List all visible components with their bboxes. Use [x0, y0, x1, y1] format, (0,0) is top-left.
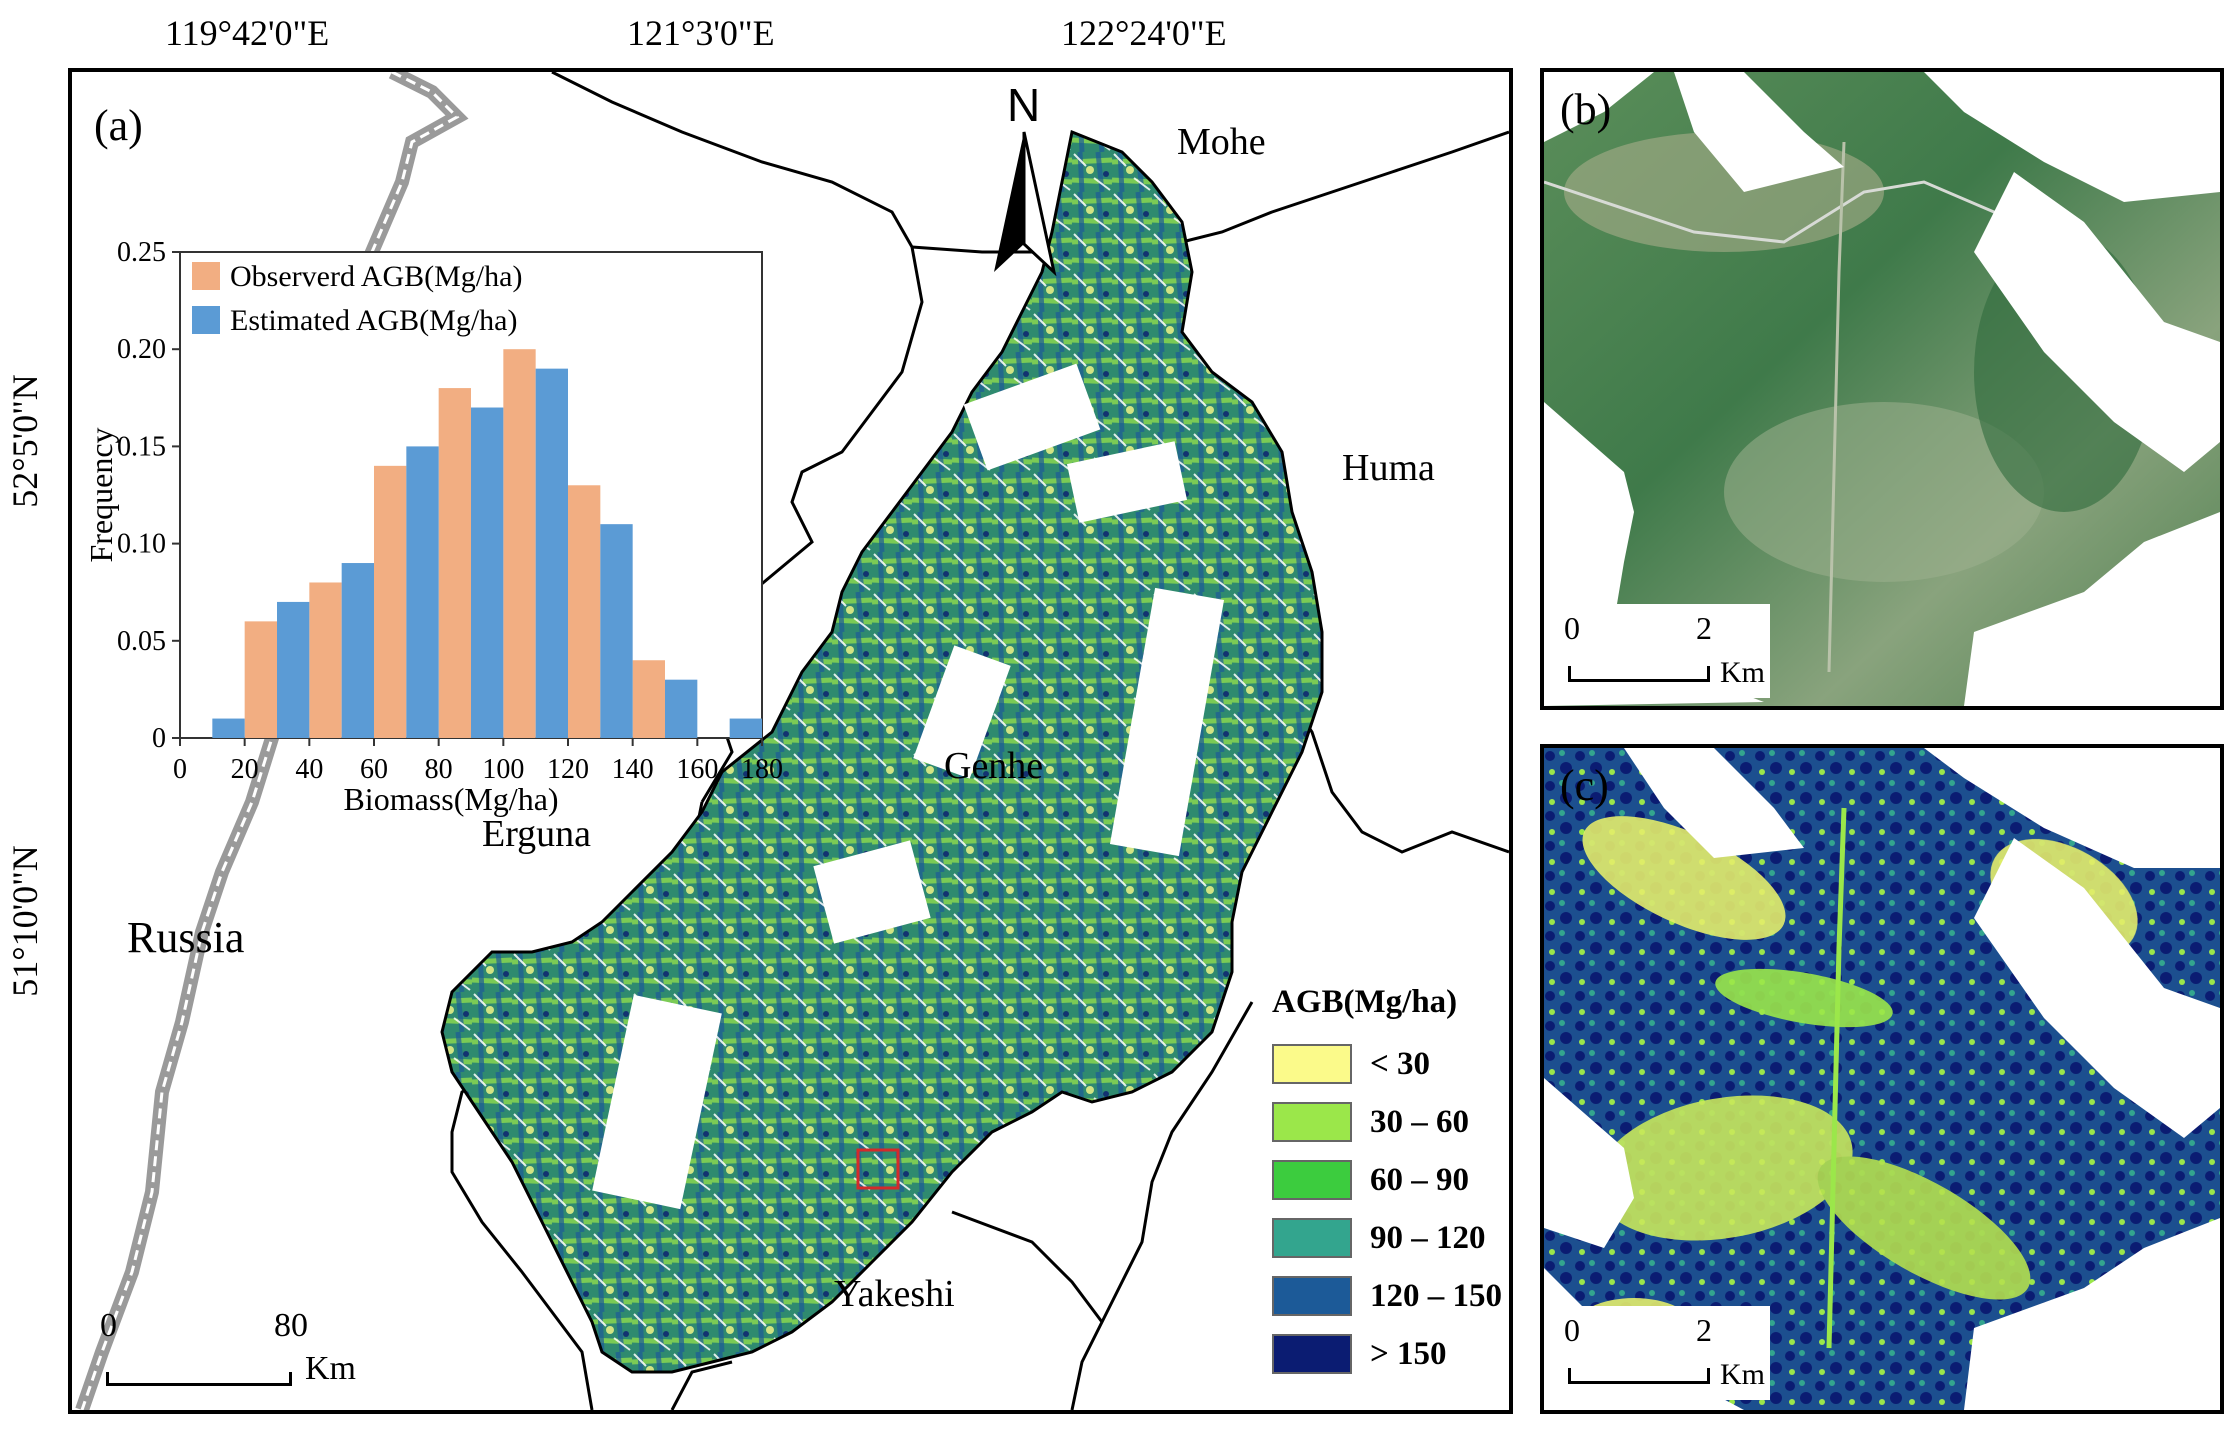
agb-legend-title: AGB(Mg/ha) — [1272, 984, 1458, 1020]
agb-legend-label: < 30 — [1370, 1045, 1431, 1082]
agb-legend-swatch — [1272, 1102, 1352, 1142]
histogram-bar — [244, 621, 277, 738]
agb-legend-item: > 150 — [1272, 1334, 1447, 1374]
map-a-frame: (a) N Mohe Huma Genhe Erguna Russia Yake… — [68, 68, 1513, 1414]
legend-label: Estimated AGB(Mg/ha) — [230, 304, 517, 337]
y-tick-label: 0.10 — [117, 529, 166, 560]
map-a-svg — [75, 72, 1509, 1410]
scale-c-zero: 0 — [1564, 1312, 1580, 1348]
histogram-bar — [503, 349, 536, 738]
lon-tick-3: 122°24'0"E — [1061, 13, 1227, 53]
agb-legend-swatch — [1272, 1044, 1352, 1084]
histogram-bar — [212, 718, 245, 738]
panel-c-frame: (c) 0 2 Km — [1540, 744, 2224, 1414]
scale-a-max: 80 — [274, 1307, 308, 1344]
y-axis-label: Frequency — [83, 427, 119, 562]
histogram-bars — [212, 349, 762, 738]
y-tick-label: 0.15 — [117, 431, 166, 462]
agb-legend-swatch — [1272, 1276, 1352, 1316]
x-tick-label: 0 — [173, 754, 187, 785]
agb-legend-item: 60 – 90 — [1272, 1160, 1469, 1200]
panel-a-label: (a) — [94, 101, 143, 150]
place-erguna: Erguna — [482, 813, 592, 855]
scale-a-bar — [106, 1372, 292, 1386]
histogram-bar — [309, 582, 342, 738]
agb-legend-label: > 150 — [1370, 1335, 1447, 1372]
agb-legend-label: 120 – 150 — [1370, 1277, 1502, 1314]
scale-c-box: 0 2 Km — [1556, 1306, 1770, 1400]
scale-a-zero: 0 — [100, 1307, 117, 1344]
histogram-bar — [568, 485, 601, 738]
lat-tick-1: 52°5'0"N — [5, 374, 45, 508]
place-yakeshi: Yakeshi — [834, 1273, 955, 1315]
north-label: N — [1007, 79, 1041, 131]
agb-legend-item: 30 – 60 — [1272, 1102, 1469, 1142]
north-arrow-icon — [994, 131, 1057, 277]
histogram-bar — [374, 465, 407, 738]
legend-swatch — [192, 306, 220, 334]
scale-b-unit: Km — [1720, 656, 1765, 689]
scale-b-bar — [1568, 666, 1710, 682]
panel-b-label: (b) — [1560, 85, 1612, 134]
x-tick-label: 160 — [676, 754, 718, 785]
histogram-bar — [729, 718, 762, 738]
scale-c-bar — [1568, 1368, 1710, 1384]
lat-tick-2: 51°10'0"N — [5, 845, 45, 997]
panel-b-image — [1544, 72, 2220, 706]
no-data-stripes — [592, 363, 1225, 1210]
scale-a-unit: Km — [305, 1350, 356, 1387]
agb-legend-swatch — [1272, 1334, 1352, 1374]
y-tick-label: 0.20 — [117, 334, 166, 365]
histogram-bar — [341, 563, 374, 738]
histogram-bar — [406, 446, 439, 738]
scale-c-max: 2 — [1696, 1312, 1712, 1348]
histogram-bar — [600, 524, 633, 738]
agb-legend-item: 120 – 150 — [1272, 1276, 1502, 1316]
x-tick-label: 100 — [482, 754, 524, 785]
study-area-marker — [856, 1148, 900, 1190]
legend-label: Observerd AGB(Mg/ha) — [230, 260, 522, 293]
histogram-chart: 0 20 40 60 80 100 120 140 160 180 0 0.05 0.10 0.15 0.2… — [83, 237, 783, 817]
x-tick-label: 180 — [741, 754, 783, 785]
scale-b-box: 0 2 Km — [1556, 604, 1770, 698]
agb-legend-swatch — [1272, 1218, 1352, 1258]
y-tick-label: 0.25 — [117, 237, 166, 268]
y-tick-label: 0 — [152, 723, 166, 754]
x-tick-label: 80 — [425, 754, 453, 785]
place-huma: Huma — [1342, 447, 1435, 489]
histogram-bar — [535, 368, 568, 738]
place-genhe: Genhe — [944, 745, 1044, 787]
x-tick-label: 40 — [295, 754, 323, 785]
histogram-bar — [471, 407, 504, 738]
place-mohe: Mohe — [1177, 121, 1266, 163]
histogram-bar — [632, 660, 665, 738]
agb-legend-item: 90 – 120 — [1272, 1218, 1486, 1258]
histogram-bar — [665, 679, 698, 738]
agb-legend-label: 30 – 60 — [1370, 1103, 1469, 1140]
agb-legend-swatch — [1272, 1160, 1352, 1200]
y-tick-label: 0.05 — [117, 626, 166, 657]
x-tick-label: 140 — [612, 754, 654, 785]
agb-legend-label: 60 – 90 — [1370, 1161, 1469, 1198]
x-tick-label: 120 — [547, 754, 589, 785]
scale-b-zero: 0 — [1564, 610, 1580, 646]
x-tick-label: 60 — [360, 754, 388, 785]
histogram-bar — [277, 601, 310, 738]
agb-legend-label: 90 – 120 — [1370, 1219, 1486, 1256]
x-axis-label: Biomass(Mg/ha) — [343, 781, 558, 817]
lon-tick-2: 121°3'0"E — [627, 13, 775, 53]
panel-c-label: (c) — [1560, 761, 1609, 810]
panel-b-frame: (b) 0 2 Km — [1540, 68, 2224, 710]
place-russia: Russia — [127, 913, 245, 962]
scale-c-unit: Km — [1720, 1358, 1765, 1391]
legend-swatch — [192, 262, 220, 290]
agb-legend-item: < 30 — [1272, 1044, 1430, 1084]
histogram-legend: Observerd AGB(Mg/ha) Estimated AGB(Mg/ha) — [192, 260, 522, 337]
lon-tick-1: 119°42'0"E — [165, 13, 330, 53]
scale-b-max: 2 — [1696, 610, 1712, 646]
x-tick-label: 20 — [231, 754, 259, 785]
histogram-bar — [438, 388, 471, 738]
